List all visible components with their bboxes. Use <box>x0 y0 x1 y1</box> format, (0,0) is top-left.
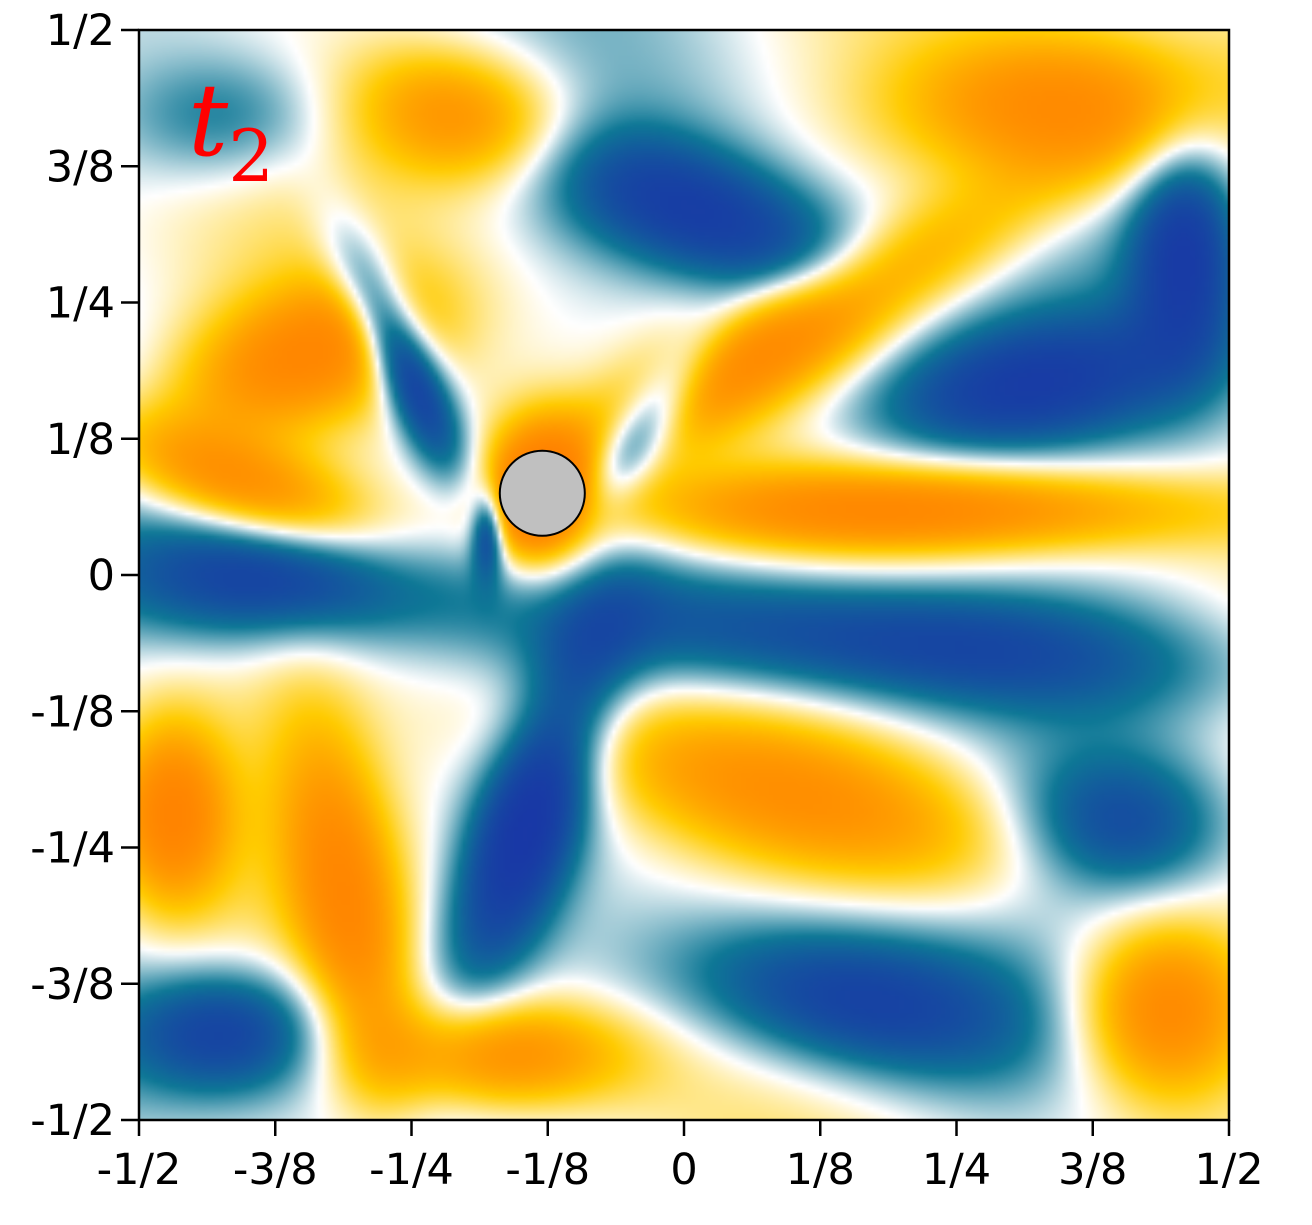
x-tick-label: -1/4 <box>369 1145 454 1195</box>
y-tick-label: -1/2 <box>30 1096 115 1146</box>
field-heatmap <box>139 30 1229 1120</box>
y-tick-label: -1/8 <box>30 687 115 737</box>
x-tick-label: 3/8 <box>1058 1145 1127 1195</box>
panel-label-subscript: 2 <box>228 114 274 198</box>
y-tick-label: -3/8 <box>30 960 115 1010</box>
y-tick-label: 1/2 <box>46 6 115 56</box>
x-tick-label: -1/2 <box>97 1145 182 1195</box>
y-tick-label: 1/8 <box>46 415 115 465</box>
obstacle-disk <box>498 449 586 537</box>
panel-label: t2 <box>188 62 274 198</box>
x-tick-label: 1/2 <box>1194 1145 1263 1195</box>
x-tick-label: 1/8 <box>786 1145 855 1195</box>
x-axis: -1/2 -3/8 -1/4 -1/8 0 1/8 1/4 3/8 1/2 <box>97 1120 1264 1195</box>
y-tick-label: -1/4 <box>30 824 115 874</box>
panel-label-base: t <box>188 62 229 179</box>
y-tick-label: 1/4 <box>46 279 115 329</box>
x-tick-label: 1/4 <box>922 1145 991 1195</box>
x-tick-label: 0 <box>670 1145 697 1195</box>
x-tick-label: -1/8 <box>505 1145 590 1195</box>
plot-area <box>139 30 1229 1120</box>
y-tick-label: 0 <box>88 551 115 601</box>
y-tick-label: 3/8 <box>46 142 115 192</box>
x-tick-label: -3/8 <box>233 1145 318 1195</box>
y-axis: 1/2 3/8 1/4 1/8 0 -1/8 -1/4 -3/8 -1/2 <box>30 6 139 1146</box>
